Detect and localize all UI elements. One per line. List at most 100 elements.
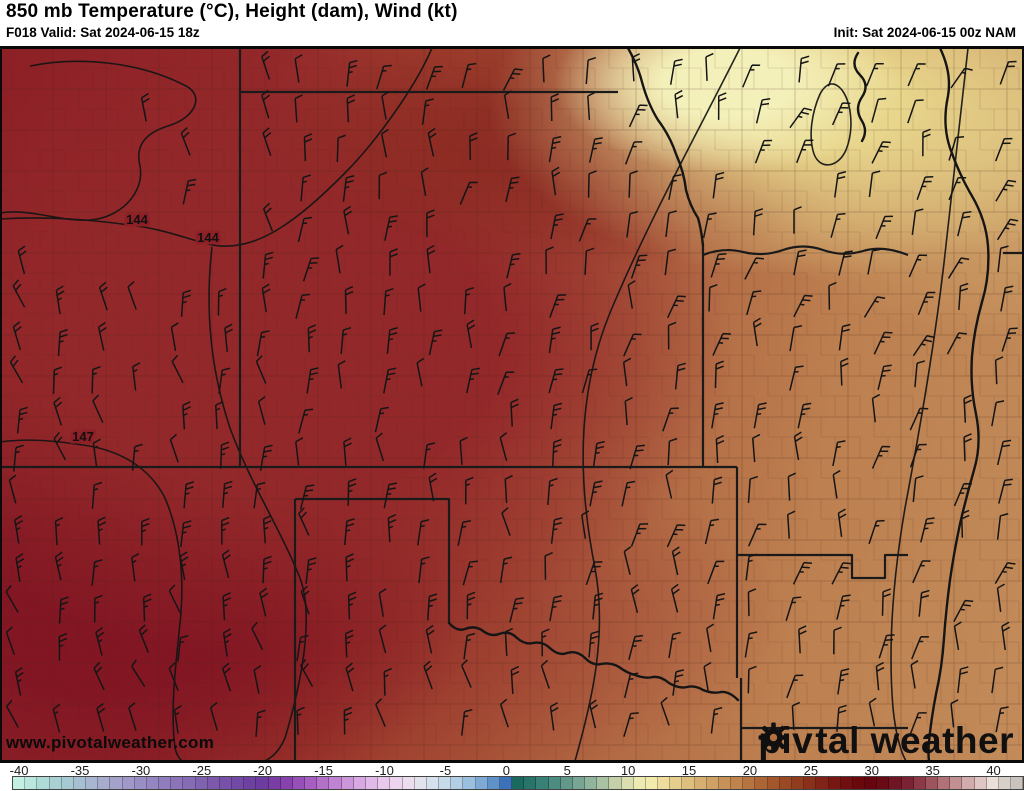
wind-barb [711, 402, 724, 429]
wind-barb [909, 407, 929, 431]
colorbar-tick: -35 [70, 763, 90, 778]
wind-barb [549, 702, 559, 731]
wind-barb [138, 624, 150, 653]
wind-barb [503, 90, 512, 119]
colorbar-segment [305, 777, 318, 789]
wind-barb [221, 549, 231, 579]
wind-barb [463, 286, 475, 315]
wind-barb [55, 285, 65, 315]
colorbar-segment [816, 777, 829, 789]
wind-barb [592, 592, 604, 620]
colorbar-segment [670, 777, 683, 789]
wind-barb [994, 562, 1016, 584]
colorbar-tick: -30 [131, 763, 151, 778]
colorbar-tick: 30 [864, 763, 879, 778]
wind-barb [509, 597, 524, 623]
colorbar-segment [195, 777, 208, 789]
wind-barb [791, 701, 801, 730]
wind-barb [550, 517, 563, 544]
wind-barb [461, 62, 477, 89]
wind-barb [461, 659, 472, 688]
wind-barb [298, 507, 310, 536]
colorbar-segment [986, 777, 999, 789]
wind-barb [785, 596, 802, 621]
wind-barb [128, 702, 137, 731]
rivers [447, 48, 990, 761]
wind-barb [337, 360, 346, 389]
wind-barb [752, 208, 764, 236]
wind-barb [462, 560, 479, 586]
wind-barb [911, 208, 924, 235]
wind-barb [630, 584, 640, 613]
wind-barb [168, 662, 179, 691]
wind-barb [996, 439, 1012, 466]
colorbar-tick: 35 [925, 763, 940, 778]
wind-barb [715, 434, 725, 464]
colorbar-segment [244, 777, 257, 789]
wind-barb [342, 175, 355, 202]
wind-barb [669, 58, 683, 85]
wind-barb [545, 246, 554, 275]
wind-barb [832, 469, 841, 499]
wind-barb [140, 517, 150, 546]
wind-barb [426, 244, 436, 274]
wind-barb [335, 244, 344, 274]
wind-barb [259, 444, 273, 471]
colorbar-segment [865, 777, 878, 789]
wind-barb [131, 443, 143, 471]
wind-barb [717, 92, 727, 120]
wind-barb [747, 588, 757, 617]
wind-barb [255, 355, 267, 384]
wind-barb [833, 626, 842, 655]
wind-barb [344, 285, 354, 314]
wind-barb [836, 704, 847, 732]
wind-barb [262, 202, 274, 232]
wind-barb [95, 626, 105, 656]
wind-barb [875, 215, 893, 240]
wind-barb [670, 583, 680, 613]
wind-barb [541, 628, 550, 657]
colorbar-segment [219, 777, 233, 789]
wind-barb [623, 333, 642, 357]
wind-barb [704, 518, 719, 545]
wind-barb [991, 400, 1005, 427]
wind-barb [383, 287, 394, 316]
wind-barb [93, 594, 103, 623]
colorbar-segment [439, 777, 452, 789]
wind-barb [963, 394, 972, 423]
wind-barb [209, 702, 219, 731]
wind-barb [305, 557, 317, 585]
wind-barb [549, 294, 567, 318]
colorbar-segment [779, 777, 792, 789]
wind-barb [588, 137, 603, 163]
wind-barb [460, 708, 473, 736]
colorbar-segment [390, 777, 403, 789]
colorbar-segment [840, 777, 853, 789]
wind-barb [507, 132, 517, 161]
wind-barb [378, 588, 387, 617]
colorbar-segments [11, 776, 1024, 790]
wind-barb [946, 332, 967, 355]
wind-barb [744, 257, 765, 280]
colorbar-segment [292, 777, 306, 789]
wind-barb [667, 437, 678, 466]
wind-barb [423, 442, 436, 469]
wind-barb [551, 438, 562, 467]
wind-barb [922, 128, 931, 157]
temperature-colorbar: -40 -35 -30 -25 -20 -15 -10 -5 0 5 10 15 20 25 30 35 40 [0, 763, 1024, 791]
wind-barb [469, 132, 478, 161]
wind-barb [300, 174, 312, 202]
wind-barb [1001, 327, 1018, 352]
wind-barb [789, 324, 802, 352]
wind-barb [426, 209, 435, 238]
wind-barb [504, 474, 513, 504]
wind-barb [416, 357, 425, 387]
wind-barb [343, 437, 352, 466]
wind-barb [222, 480, 233, 508]
wind-barb [957, 210, 972, 237]
wind-barb [15, 553, 25, 582]
wind-barb [628, 634, 644, 660]
colorbar-segment [98, 777, 111, 789]
wind-barb [376, 64, 392, 90]
wind-barb [140, 92, 150, 122]
